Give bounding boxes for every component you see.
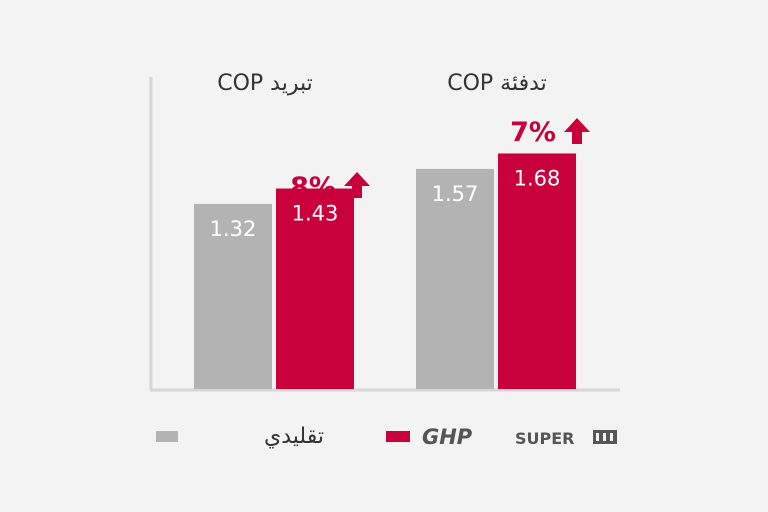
bar-ghp-cooling <box>276 188 354 389</box>
legend-label-conventional: تقليدي <box>264 424 324 449</box>
increase-label-cooling: 8% <box>290 172 336 203</box>
bar-conventional-heating <box>416 168 494 389</box>
legend-brand-super: SUPER <box>515 429 575 448</box>
bar-value-label: 1.57 <box>432 182 479 206</box>
bar-ghp-heating <box>498 153 576 389</box>
bar-value-label: 1.68 <box>514 166 561 190</box>
bar-value-label: 1.32 <box>210 217 257 241</box>
legend-brand-ghp: GHP <box>422 425 473 449</box>
brand-mark-iii <box>593 430 617 444</box>
legend-swatch-ghp <box>386 431 410 442</box>
group-title-heating: تدفئة COP <box>447 71 547 96</box>
arrow-up-icon <box>344 172 370 198</box>
bar-conventional-cooling <box>194 203 272 389</box>
bars: 1.32 1.57 1.43 1.68 <box>194 153 576 389</box>
bar-value-label: 1.43 <box>292 202 339 226</box>
group-title-cooling: تبريد COP <box>217 71 313 96</box>
arrow-up-icon <box>564 118 590 144</box>
increase-label-heating: 7% <box>510 117 556 148</box>
legend-swatch-conventional <box>156 431 178 442</box>
